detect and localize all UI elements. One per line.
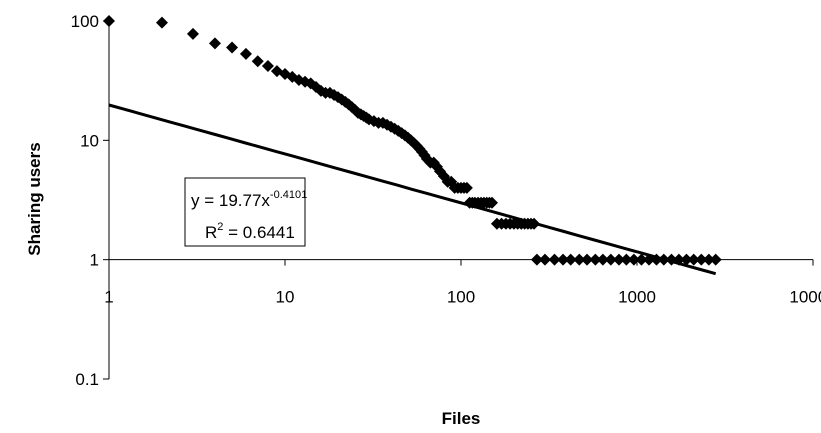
data-point bbox=[528, 217, 541, 230]
data-point bbox=[261, 59, 274, 72]
data-point bbox=[239, 47, 252, 60]
x-tick-label: 1000 bbox=[618, 288, 656, 307]
data-point bbox=[650, 253, 663, 266]
data-point bbox=[155, 16, 168, 29]
x-tick-label: 10 bbox=[276, 288, 295, 307]
data-point bbox=[687, 253, 700, 266]
x-tick-label: 100 bbox=[447, 288, 475, 307]
trendline-group bbox=[108, 103, 717, 276]
x-tick-label: 1 bbox=[104, 288, 113, 307]
data-point bbox=[208, 37, 221, 50]
r-squared-label: R2 = 0.6441 bbox=[205, 221, 295, 242]
data-point bbox=[564, 253, 577, 266]
y-tick-label: 10 bbox=[80, 131, 99, 150]
data-point bbox=[460, 181, 473, 194]
trendline-equation: y = 19.77x-0.4101 bbox=[191, 189, 307, 210]
data-point bbox=[635, 253, 648, 266]
equation-box-frame bbox=[184, 177, 306, 247]
data-point bbox=[589, 253, 602, 266]
equation-box: y = 19.77x-0.4101 R2 = 0.6441 bbox=[184, 177, 307, 247]
data-point bbox=[620, 253, 633, 266]
data-point bbox=[643, 253, 656, 266]
data-point bbox=[485, 196, 498, 209]
data-point bbox=[657, 253, 670, 266]
data-point bbox=[557, 253, 570, 266]
data-point bbox=[581, 253, 594, 266]
trendline bbox=[108, 103, 717, 276]
x-tick-label: 10000 bbox=[789, 288, 821, 307]
data-point bbox=[612, 253, 625, 266]
data-point bbox=[530, 253, 543, 266]
y-tick-label: 0.1 bbox=[75, 370, 99, 389]
data-point bbox=[627, 253, 640, 266]
y-tick-label: 100 bbox=[71, 12, 99, 31]
data-point bbox=[680, 253, 693, 266]
data-point bbox=[665, 253, 678, 266]
data-point bbox=[573, 253, 586, 266]
data-point bbox=[604, 253, 617, 266]
data-point bbox=[548, 253, 561, 266]
data-point bbox=[702, 253, 715, 266]
data-points bbox=[103, 15, 722, 266]
y-tick-label: 1 bbox=[90, 251, 99, 270]
data-point bbox=[103, 15, 115, 27]
data-point bbox=[538, 253, 551, 266]
data-point bbox=[709, 253, 722, 266]
data-point bbox=[695, 253, 708, 266]
data-point bbox=[672, 253, 685, 266]
tick-labels: 100 10 1 0.1 1 10 100 1000 10000 bbox=[71, 12, 821, 389]
data-point bbox=[226, 41, 239, 54]
data-point bbox=[251, 55, 264, 68]
data-point bbox=[186, 27, 199, 40]
x-axis-title: Files bbox=[442, 409, 481, 428]
y-axis-title: Sharing users bbox=[25, 142, 44, 255]
data-point bbox=[596, 253, 609, 266]
